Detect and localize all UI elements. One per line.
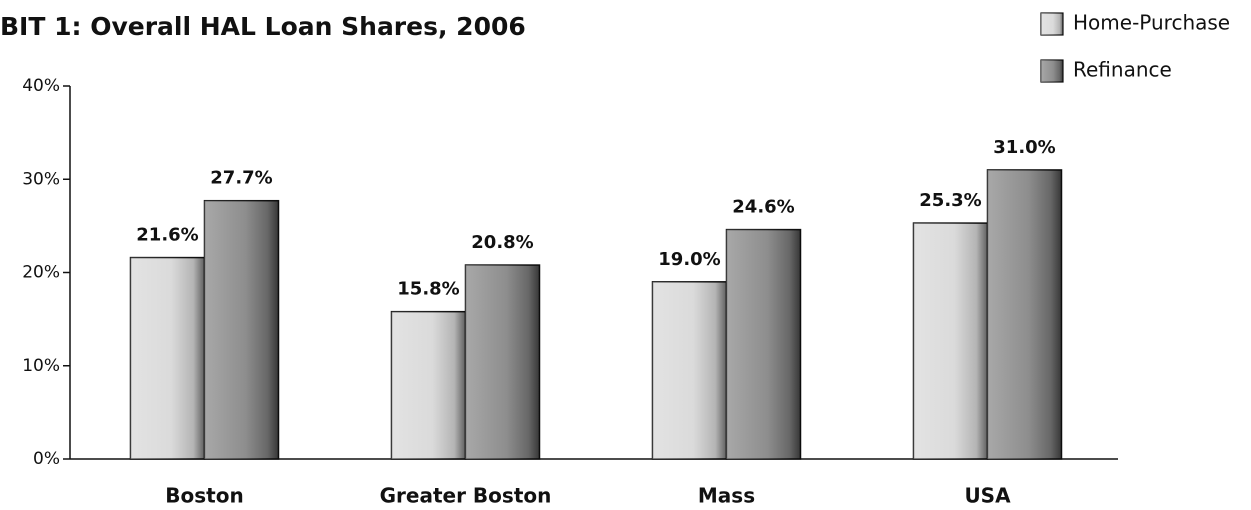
bar-shade [652, 281, 727, 459]
x-tick-label: Greater Boston [380, 484, 552, 508]
y-tick-label: 30% [22, 169, 60, 189]
bar-shade [204, 200, 279, 459]
y-tick-label: 40% [22, 76, 60, 96]
bar-shade [913, 223, 988, 459]
y-tick-label: 20% [22, 263, 60, 283]
bar-shade [391, 311, 466, 459]
bar-group [912, 222, 989, 460]
legend-swatch-shade [1041, 13, 1063, 35]
bar-group [390, 310, 467, 460]
legend-label: Home-Purchase [1073, 11, 1230, 35]
bar-group [651, 281, 728, 460]
y-tick-label: 10% [22, 356, 60, 376]
bar-group [986, 169, 1063, 460]
legend-swatch-shade [1041, 60, 1063, 82]
value-label: 15.8% [397, 279, 459, 300]
value-label: 19.0% [658, 249, 720, 270]
bar-shade [130, 257, 205, 459]
chart-title: BIT 1: Overall HAL Loan Shares, 2006 [0, 12, 526, 41]
bar-group [129, 256, 206, 460]
legend-label: Refinance [1073, 58, 1172, 82]
y-tick-label: 0% [33, 449, 60, 469]
value-label: 31.0% [993, 137, 1055, 158]
bar-shade [726, 229, 801, 459]
value-label: 27.7% [210, 168, 272, 189]
bar-group [464, 264, 541, 460]
value-label: 21.6% [136, 225, 198, 246]
x-tick-label: Boston [165, 484, 243, 508]
value-label: 20.8% [471, 232, 533, 253]
value-label: 25.3% [919, 190, 981, 211]
bar-shade [465, 265, 540, 459]
bar-shade [987, 169, 1062, 460]
x-tick-label: Mass [698, 484, 755, 508]
bar-group [725, 228, 802, 460]
x-tick-label: USA [964, 484, 1011, 508]
bar-group [203, 199, 280, 460]
value-label: 24.6% [732, 197, 794, 218]
